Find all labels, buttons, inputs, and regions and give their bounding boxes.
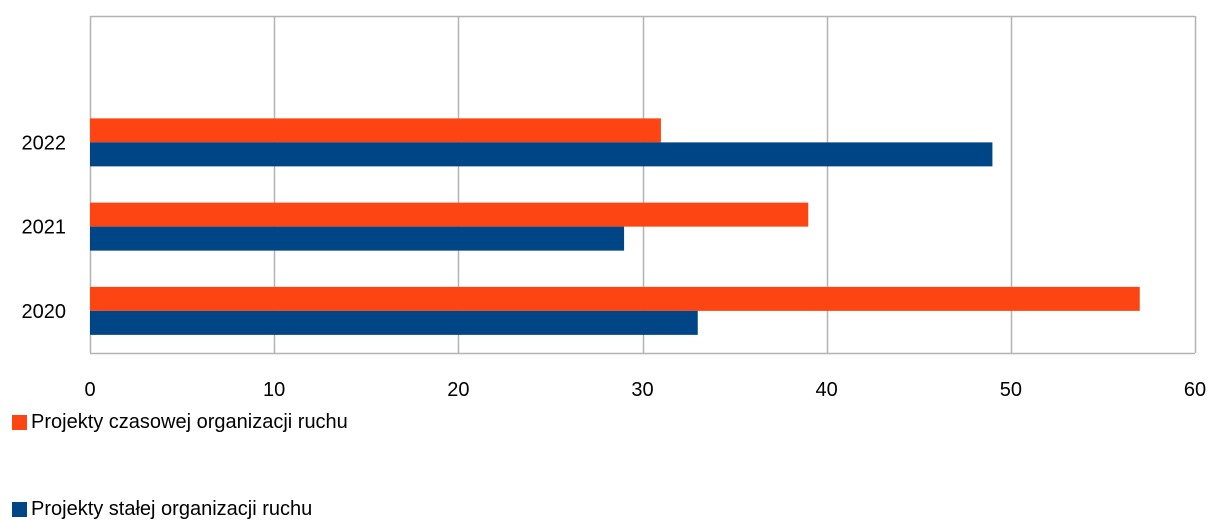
- bar-2021-series-1: [90, 202, 809, 227]
- x-tick-label-10: 10: [263, 379, 285, 401]
- x-tick-label-50: 50: [1000, 379, 1022, 401]
- x-tick-label-0: 0: [84, 379, 95, 401]
- y-tick-label-2022: 2022: [22, 132, 67, 154]
- x-tick-label-40: 40: [816, 379, 838, 401]
- bar-2022-series-2: [90, 142, 993, 167]
- x-tick-label-30: 30: [631, 379, 653, 401]
- legend-label-series-2: Projekty stałej organizacji ruchu: [31, 498, 313, 520]
- bar-2020-series-1: [90, 286, 1140, 311]
- x-tick-label-20: 20: [447, 379, 469, 401]
- legend-swatch-orange: [12, 415, 27, 430]
- y-tick-label-2021: 2021: [22, 217, 67, 239]
- bar-2022-series-1: [90, 118, 661, 143]
- bar-chart: 2020 2021 2022 0 10 20 30 40 50 60: [22, 15, 1206, 401]
- legend-item-series-1: Projekty czasowej organizacji ruchu: [12, 411, 348, 434]
- bar-2020-series-2: [90, 310, 698, 335]
- legend-item-series-2: Projekty stałej organizacji ruchu: [12, 498, 312, 521]
- legend-swatch-blue: [12, 502, 27, 517]
- y-tick-labels: 2020 2021 2022: [22, 132, 67, 323]
- bar-2021-series-2: [90, 226, 625, 251]
- x-tick-label-60: 60: [1184, 379, 1206, 401]
- legend-label-series-1: Projekty czasowej organizacji ruchu: [31, 411, 348, 433]
- y-tick-label-2020: 2020: [22, 301, 67, 323]
- grid-lines: [89, 15, 1197, 355]
- x-tick-labels: 0 10 20 30 40 50 60: [84, 379, 1206, 401]
- bars: [90, 118, 1140, 335]
